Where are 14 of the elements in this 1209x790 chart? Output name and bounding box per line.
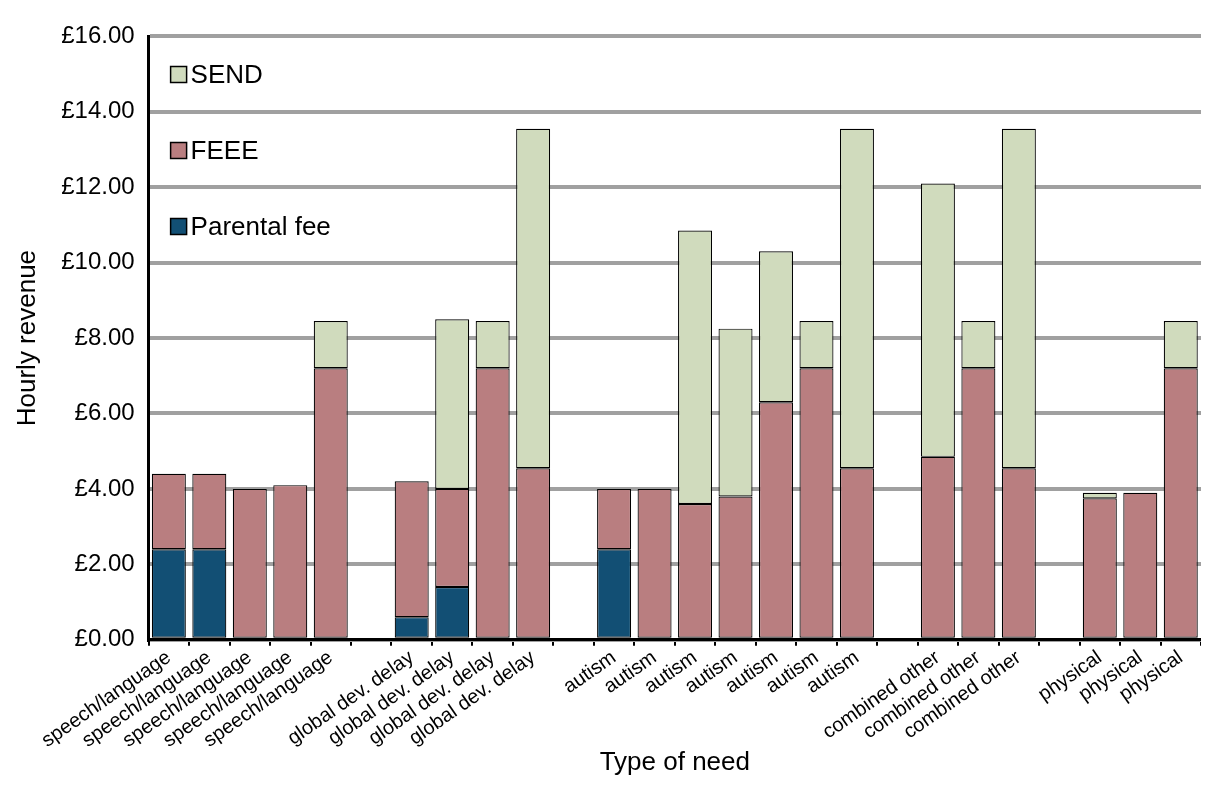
y-tick-label: £4.00 <box>74 473 135 501</box>
y-tick-label: £14.00 <box>61 96 135 124</box>
x-axis-title: Type of need <box>599 745 750 776</box>
y-tick-label: £10.00 <box>61 247 135 275</box>
y-tick-label: £16.00 <box>61 21 135 49</box>
y-tick-label: £12.00 <box>61 171 135 199</box>
y-axis-title: Hourly revenue <box>10 249 41 427</box>
y-tick-label: £6.00 <box>74 398 135 426</box>
legend-label: FEEE <box>190 134 259 165</box>
legend-label: Parental fee <box>190 210 331 241</box>
y-tick-label: £8.00 <box>74 322 135 350</box>
legend-label: SEND <box>190 58 263 89</box>
y-tick-label: £2.00 <box>74 548 135 576</box>
y-tick-label: £0.00 <box>74 624 135 652</box>
